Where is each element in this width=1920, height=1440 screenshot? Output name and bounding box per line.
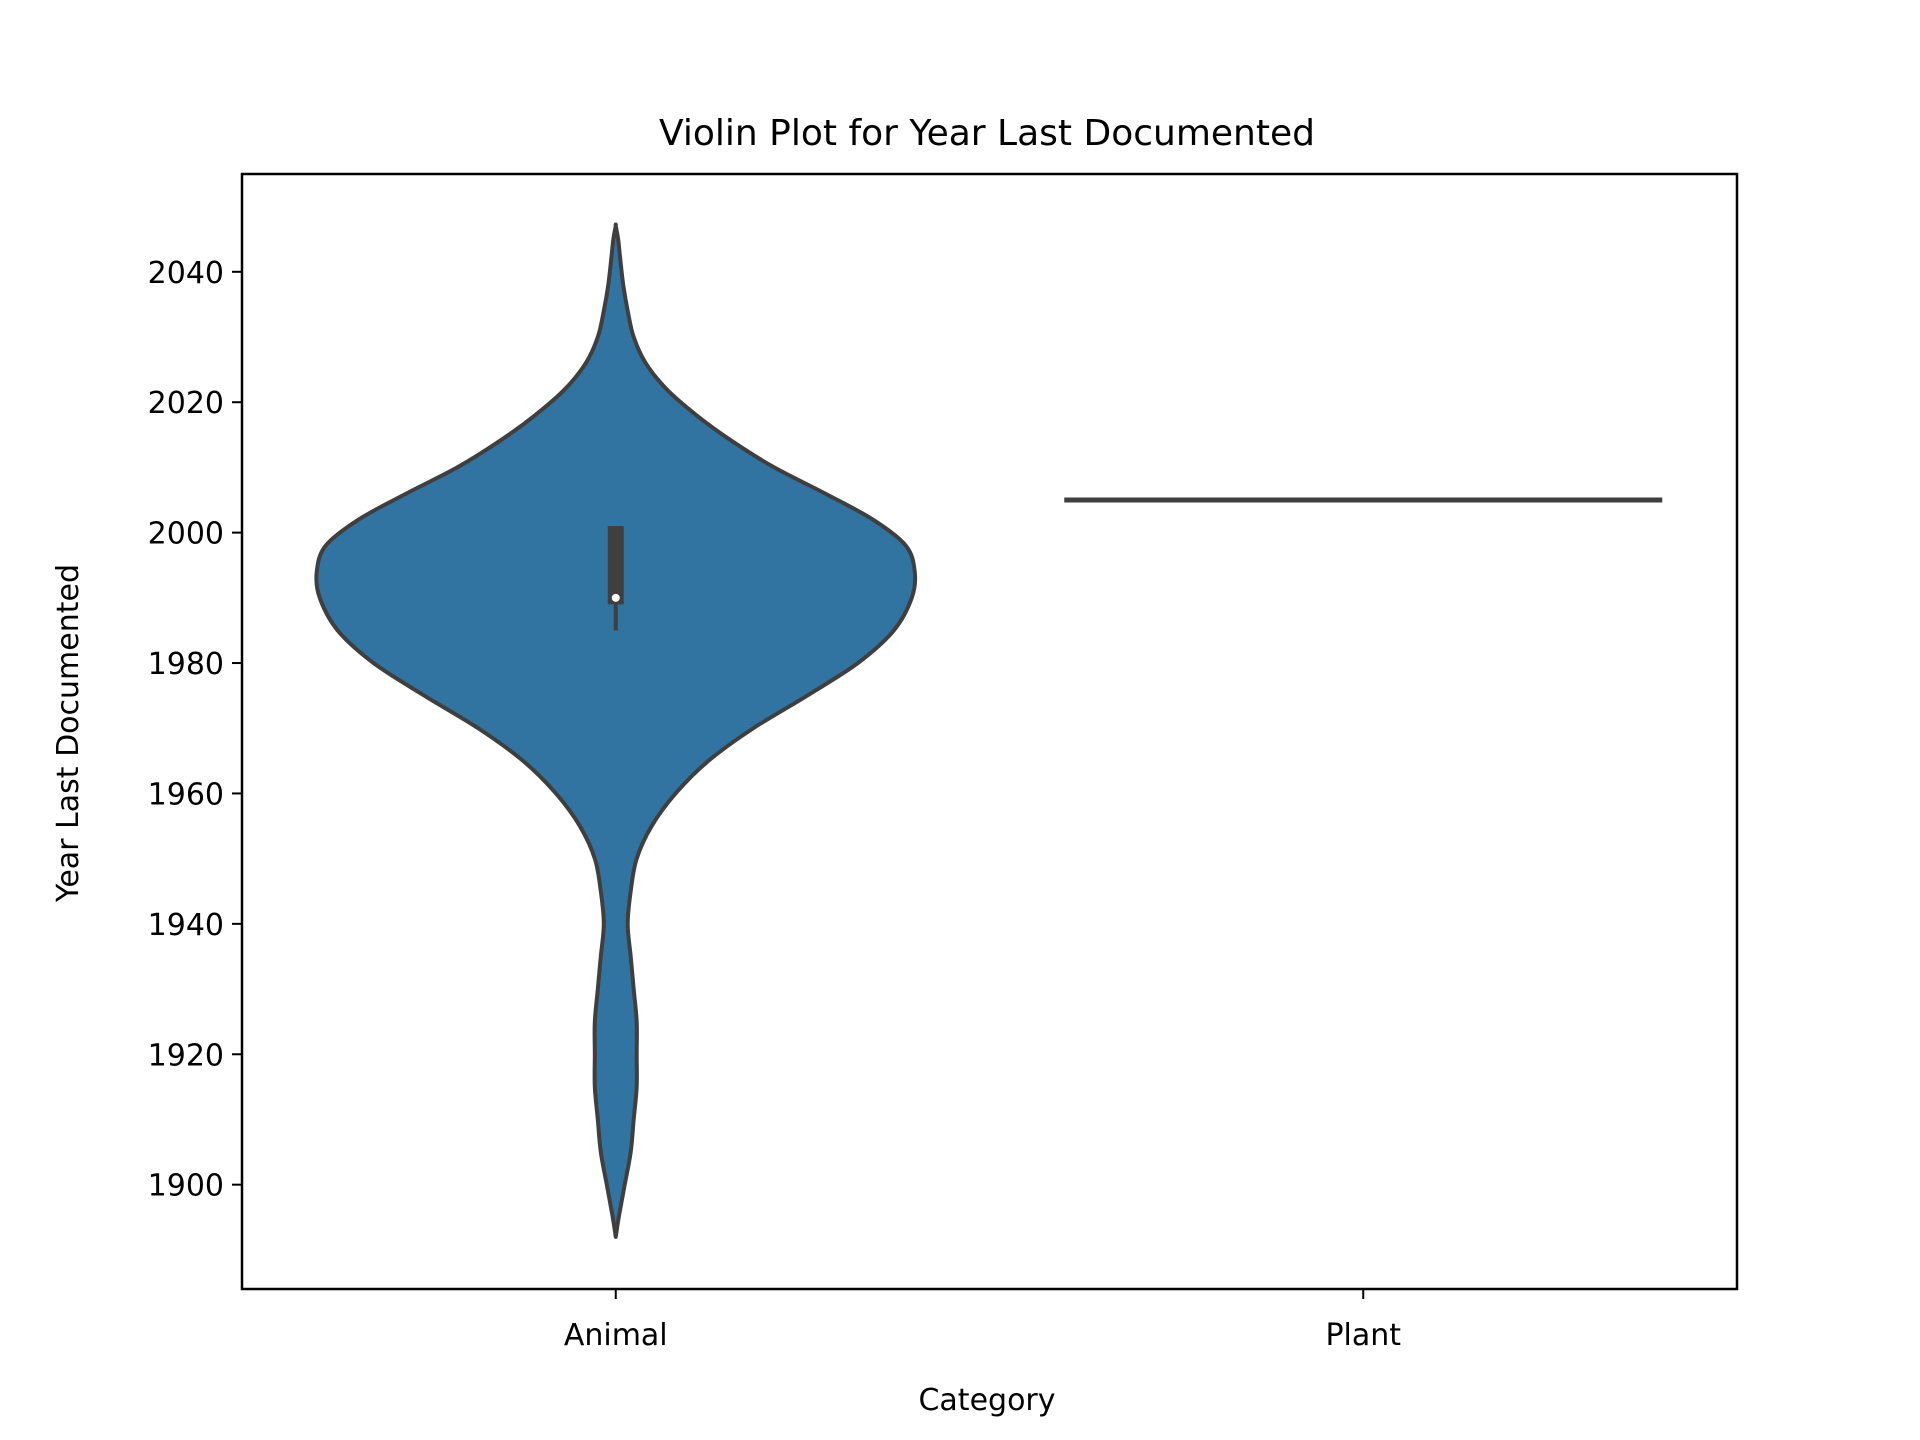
y-axis: 1900 1920 1940 1960 1980 2000 2020 2040 (148, 256, 242, 1204)
axes-frame (240, 172, 1739, 1291)
x-tick-label: Animal (564, 1318, 668, 1353)
plot-area (314, 222, 1663, 1239)
y-tick-label: 1980 (148, 647, 224, 682)
y-tick-label: 2040 (148, 256, 224, 291)
chart-title: Violin Plot for Year Last Documented (659, 113, 1315, 154)
x-axis: Animal Plant (564, 1289, 1401, 1353)
violin-iqr-box (607, 526, 624, 605)
violin-median-dot (611, 593, 620, 602)
violin-animal (314, 222, 918, 1239)
x-axis-label: Category (918, 1383, 1055, 1418)
y-tick-label: 1920 (148, 1038, 224, 1073)
x-tick-label: Plant (1325, 1318, 1401, 1353)
y-axis-label: Year Last Documented (51, 564, 86, 903)
y-tick-label: 1940 (148, 908, 224, 943)
y-tick-label: 1900 (148, 1169, 224, 1204)
y-tick-label: 1960 (148, 777, 224, 812)
y-tick-label: 2000 (148, 517, 224, 552)
y-tick-label: 2020 (148, 386, 224, 421)
